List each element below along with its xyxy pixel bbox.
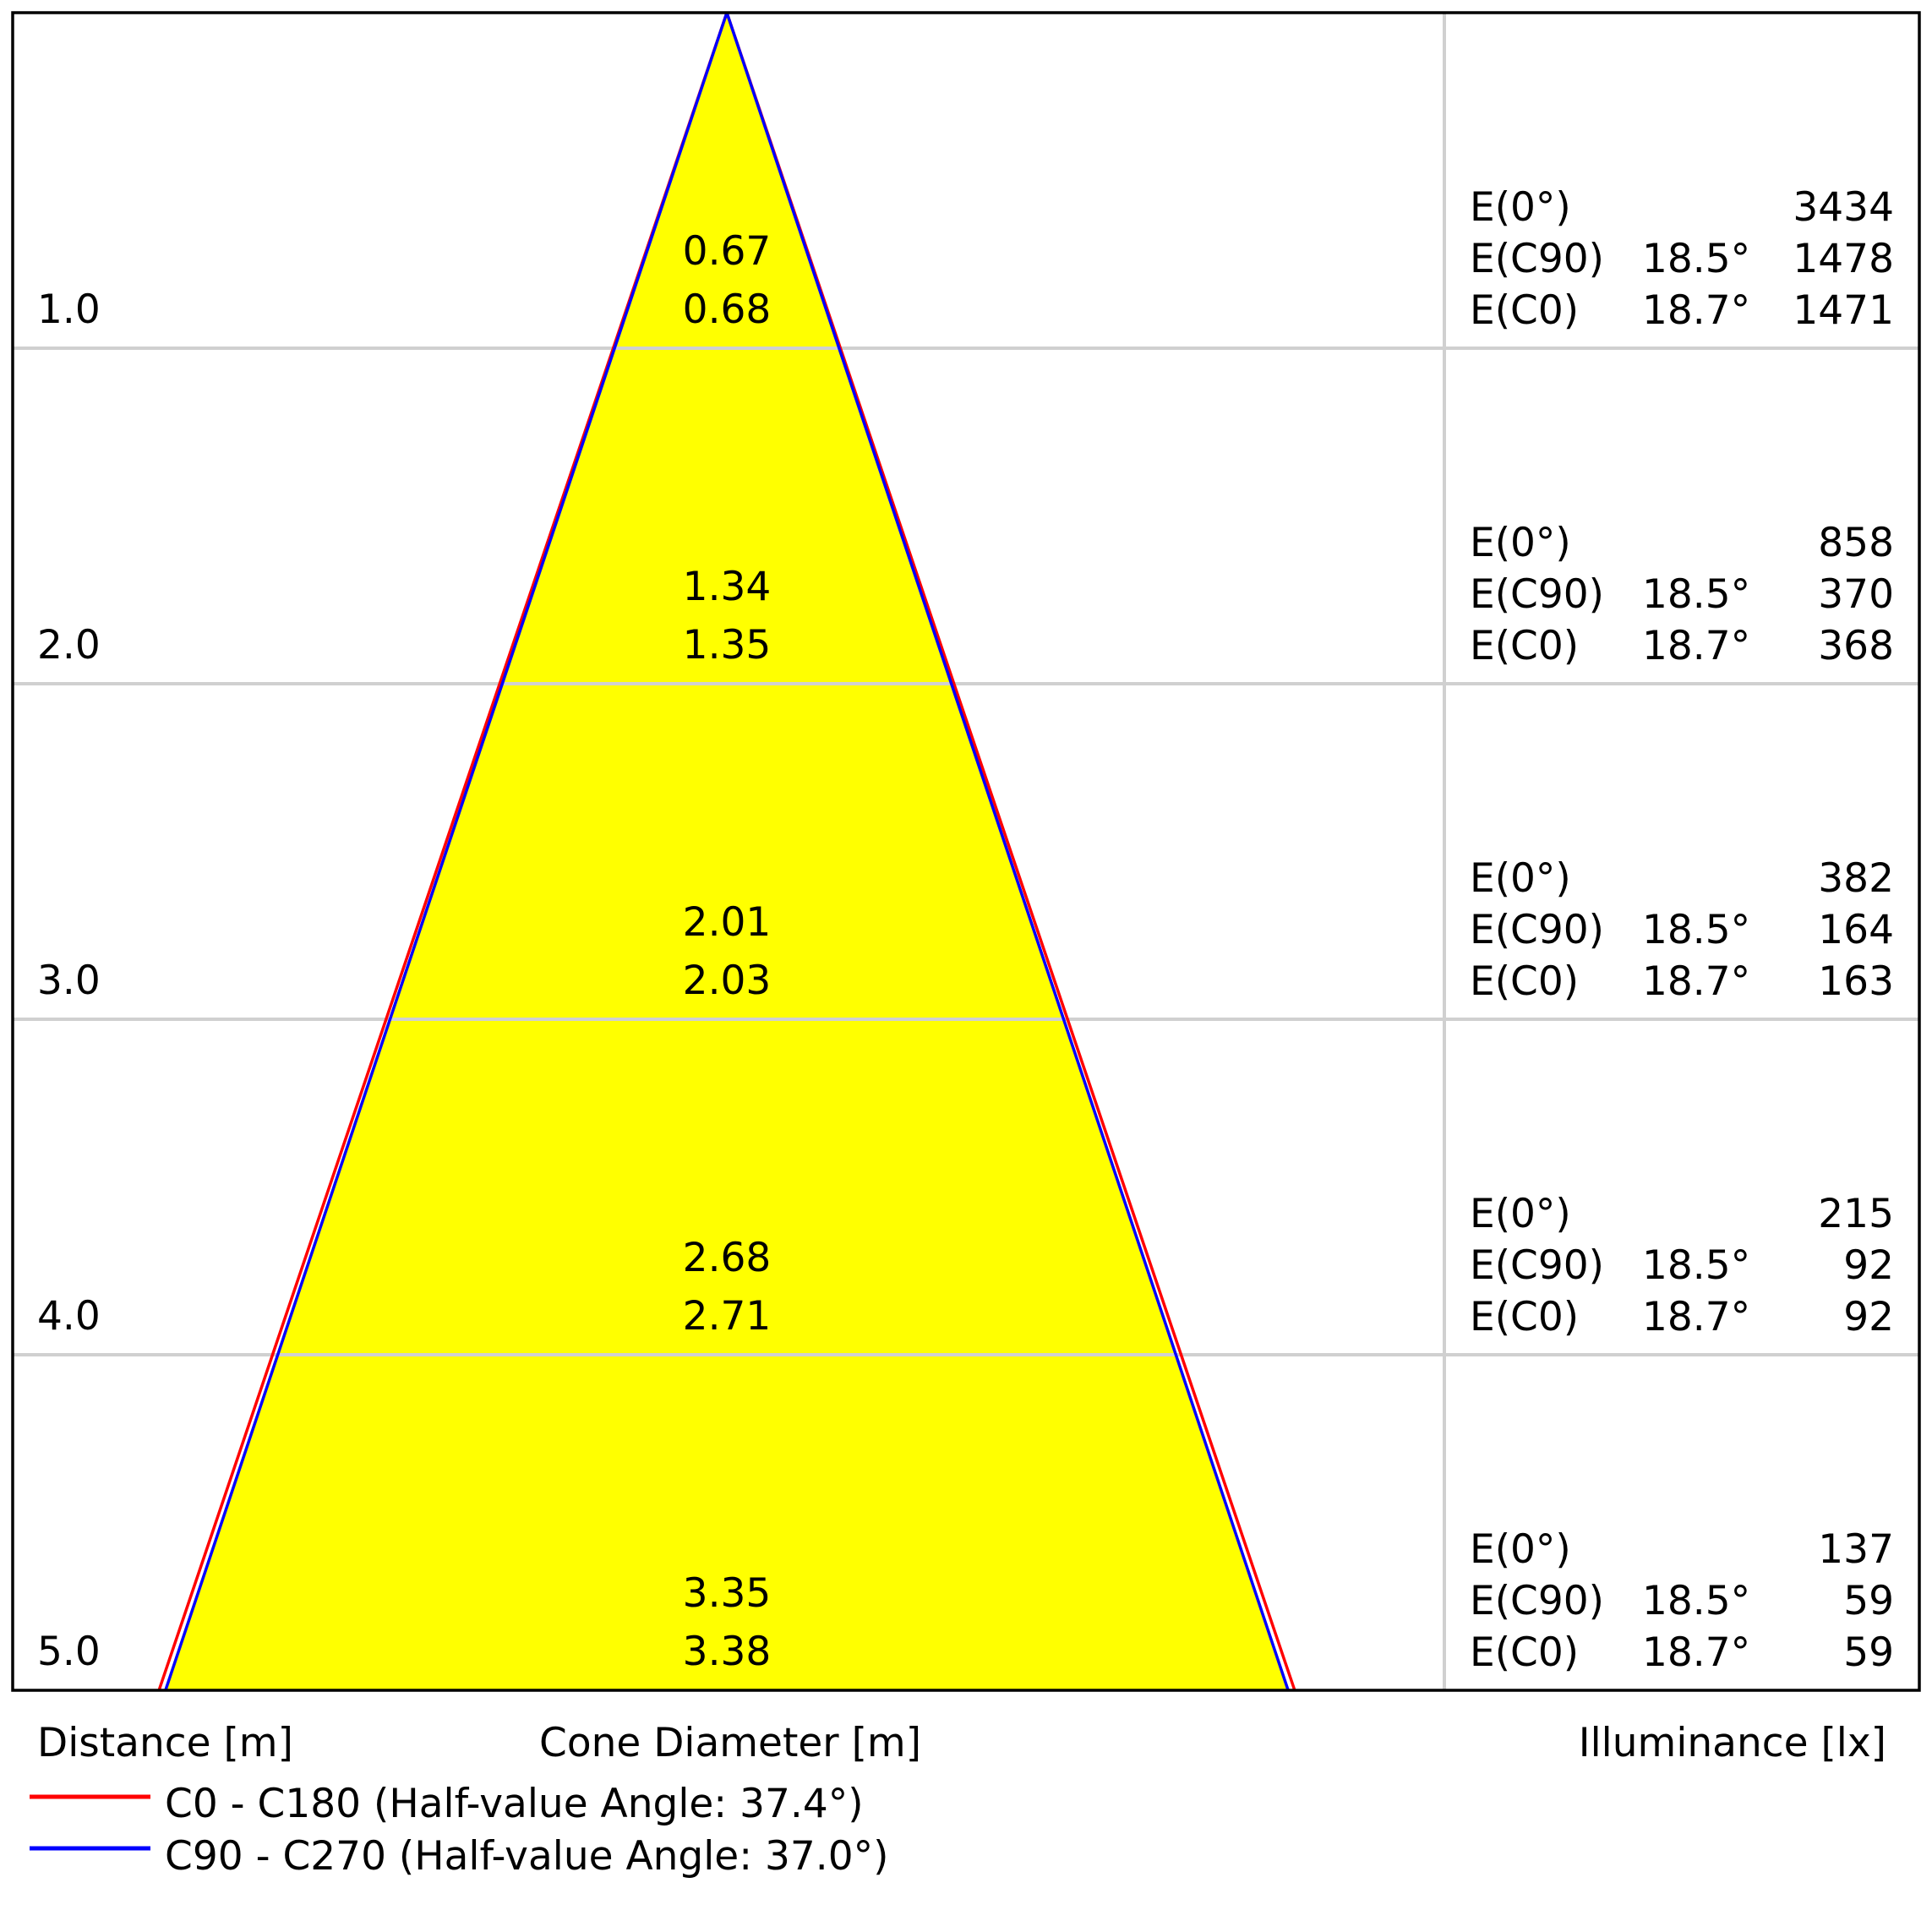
illuminance-angle: 18.7°	[1642, 958, 1750, 1005]
illuminance-value: 1478	[1793, 236, 1894, 282]
illuminance-label: E(0°)	[1470, 520, 1571, 566]
illuminance-angle: 18.5°	[1642, 1578, 1750, 1624]
illuminance-angle: 18.7°	[1642, 1294, 1750, 1340]
illuminance-angle: 18.7°	[1642, 287, 1750, 334]
illuminance-label: E(C90)	[1470, 1242, 1604, 1289]
illuminance-label: E(C90)	[1470, 1578, 1604, 1624]
legend: C0 - C180 (Half-value Angle: 37.4°) C90 …	[30, 1781, 888, 1880]
illuminance-axis-label: Illuminance [lx]	[1579, 1720, 1886, 1766]
cone-diameter-c90: 3.35	[683, 1570, 772, 1617]
cone-diameter-axis-label: Cone Diameter [m]	[539, 1720, 921, 1766]
cone-diameter-c90: 2.01	[683, 899, 772, 946]
illuminance-label: E(C90)	[1470, 907, 1604, 953]
distance-label: 5.0	[37, 1629, 101, 1675]
illuminance-label: E(0°)	[1470, 855, 1571, 902]
illuminance-value: 92	[1843, 1242, 1894, 1289]
illuminance-label: E(C0)	[1470, 1629, 1579, 1676]
illuminance-value: 59	[1843, 1629, 1894, 1676]
illuminance-angle: 18.5°	[1642, 1242, 1750, 1289]
illuminance-value: 92	[1843, 1294, 1894, 1340]
illuminance-angle: 18.5°	[1642, 236, 1750, 282]
frame	[11, 11, 1921, 1692]
illuminance-label: E(C0)	[1470, 623, 1579, 669]
cone-diameter-c90: 0.67	[683, 228, 772, 275]
illuminance-value: 382	[1818, 855, 1894, 902]
cone-diameter-c0: 1.35	[683, 622, 772, 669]
illuminance-angle: 18.7°	[1642, 623, 1750, 669]
illuminance-value: 215	[1818, 1191, 1894, 1237]
illuminance-angle: 18.5°	[1642, 571, 1750, 618]
illuminance-value: 137	[1818, 1526, 1894, 1573]
series-edge-left-c90	[164, 12, 729, 1691]
cone-diameter-c90: 2.68	[683, 1235, 772, 1281]
illuminance-label: E(C90)	[1470, 571, 1604, 618]
distance-axis-label: Distance [m]	[37, 1720, 293, 1766]
illuminance-value: 370	[1818, 571, 1894, 618]
illuminance-value: 858	[1818, 520, 1894, 566]
illuminance-label: E(C90)	[1470, 236, 1604, 282]
illuminance-label: E(0°)	[1470, 1526, 1571, 1573]
distance-label: 4.0	[37, 1293, 101, 1340]
illuminance-value: 368	[1818, 623, 1894, 669]
illuminance-angle: 18.5°	[1642, 907, 1750, 953]
illuminance-value: 163	[1818, 958, 1894, 1005]
distance-label: 3.0	[37, 958, 101, 1004]
distance-label: 2.0	[37, 622, 101, 669]
illuminance-angle: 18.7°	[1642, 1629, 1750, 1676]
series-edge-right-c90	[725, 12, 1290, 1691]
cone-diameter-c90: 1.34	[683, 564, 772, 610]
illuminance-label: E(C0)	[1470, 1294, 1579, 1340]
illuminance-label: E(C0)	[1470, 958, 1579, 1005]
cone-diameter-c0: 3.38	[683, 1629, 772, 1675]
illuminance-label: E(0°)	[1470, 184, 1571, 231]
illuminance-value: 59	[1843, 1578, 1894, 1624]
cone-diameter-c0: 2.03	[683, 958, 772, 1004]
illuminance-value: 164	[1818, 907, 1894, 953]
cone-fill	[165, 13, 1289, 1690]
cone-diameter-c0: 2.71	[683, 1293, 772, 1340]
illuminance-label: E(C0)	[1470, 287, 1579, 334]
legend-c0-label: C0 - C180 (Half-value Angle: 37.4°)	[165, 1781, 864, 1827]
distance-label: 1.0	[37, 287, 101, 333]
illuminance-value: 3434	[1793, 184, 1894, 231]
cone-diameter-c0: 0.68	[683, 287, 772, 333]
illuminance-value: 1471	[1793, 287, 1894, 334]
illuminance-label: E(0°)	[1470, 1191, 1571, 1237]
legend-c90-label: C90 - C270 (Half-value Angle: 37.0°)	[165, 1833, 888, 1880]
